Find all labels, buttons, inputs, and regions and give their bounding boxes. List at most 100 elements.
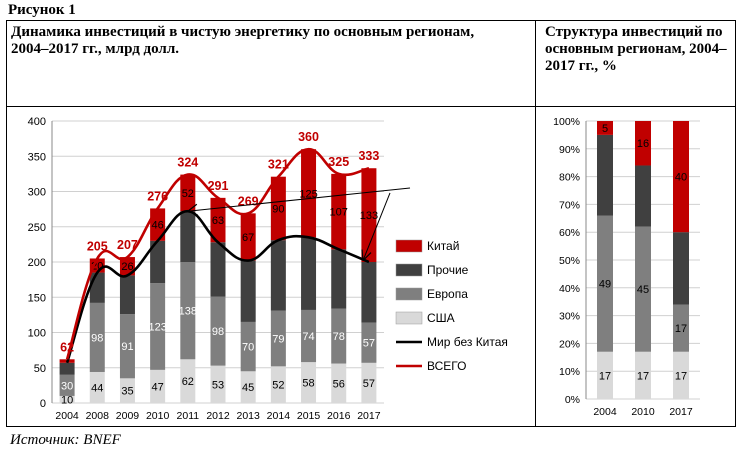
legend-label: Китай [427,239,459,253]
x-tick-label: 2009 [116,410,140,422]
bar-value-label: 62 [182,376,194,388]
trend-line [187,187,411,212]
share-bar-segment [673,232,689,305]
bar-segment [270,240,286,311]
share-bar-segment [597,134,613,216]
x-tick-label: 2017 [357,410,381,422]
source-note: Источник: BNEF [10,432,121,448]
share-value-label: 40 [675,172,687,184]
bar-segment [301,237,317,310]
bar-segment [180,211,196,262]
x-tick-label: 2004 [55,410,79,422]
x-tick-label: 2004 [593,406,617,418]
bar-segment [240,321,256,372]
legend-swatch [395,239,423,253]
bar-value-label: 79 [272,333,284,345]
share-value-label: 17 [599,370,611,382]
y-tick-label: 70% [559,199,580,211]
y-tick-label: 10% [559,366,580,378]
total-value-label: 321 [268,158,289,172]
total-value-label: 205 [87,239,108,253]
bar-value-label: 70 [242,342,254,354]
share-bar-segment [673,304,689,352]
bar-segment [361,362,377,403]
legend-label: Мир без Китая [427,335,508,349]
x-tick-label: 2008 [86,410,110,422]
bar-value-label: 44 [91,382,103,394]
x-tick-label: 2016 [327,410,351,422]
bar-segment [119,314,135,379]
total-value-label: 269 [238,194,259,208]
bar-segment [180,174,196,212]
y-tick-label: 60% [559,227,580,239]
y-tick-label: 20% [559,338,580,350]
share-bar-segment [635,165,651,227]
bar-value-label: 133 [360,210,378,222]
bar-value-label: 45 [242,382,254,394]
y-tick-label: 80% [559,172,580,184]
y-tick-label: 90% [559,144,580,156]
bar-value-label: 74 [302,331,314,343]
share-bar-segment [597,121,613,135]
y-tick-label: 0 [40,398,46,410]
y-tick-label: 150 [28,292,46,304]
bar-segment [119,275,135,315]
figure-label: Рисунок 1 [8,2,76,18]
bar-value-label: 67 [242,232,254,244]
bar-value-label: 107 [330,207,348,219]
share-bar-segment [597,351,613,399]
bar-value-label: 123 [148,322,166,334]
share-chart-title: Структура инвестиций по основным региона… [545,24,727,74]
x-tick-label: 2015 [297,410,321,422]
share-value-label: 16 [637,138,649,150]
bar-value-label: 53 [212,379,224,391]
bar-segment [59,395,75,403]
bar-value-label: 57 [363,378,375,390]
bar-segment [240,371,256,403]
bar-value-label: 52 [272,380,284,392]
y-tick-label: 30% [559,311,580,323]
header-divider [7,106,735,107]
bar-segment [119,257,135,276]
bar-segment [180,359,196,403]
y-tick-label: 50% [559,255,580,267]
x-tick-label: 2010 [146,410,170,422]
bar-value-label: 57 [363,338,375,350]
share-value-label: 49 [599,279,611,291]
total-value-label: 207 [117,238,138,252]
figure-frame: Динамика инвестиций в чистую энергетику … [6,20,736,427]
bar-value-label: 91 [121,341,133,353]
bar-segment [331,249,347,309]
bar-value-label: 90 [272,203,284,215]
bar-value-label: 46 [152,220,164,232]
bar-value-label: 78 [333,331,345,343]
bar-segment [270,310,286,367]
share-value-label: 17 [675,323,687,335]
bar-value-label: 30 [61,380,73,392]
bar-segment [301,309,317,363]
x-tick-label: 2010 [631,406,655,418]
bar-value-label: 98 [212,326,224,338]
bar-value-label: 63 [212,215,224,227]
bar-segment [361,322,377,363]
series-line [65,209,370,364]
y-tick-label: 100 [28,328,46,340]
legend-swatch [395,263,423,277]
total-value-label: 360 [298,130,319,144]
legend-label: Европа [427,287,468,301]
share-bar-segment [597,215,613,352]
total-value-label: 291 [208,179,229,193]
bar-segment [59,362,75,375]
bar-segment [361,262,377,323]
legend-label: ВСЕГО [427,359,466,373]
x-tick-label: 2013 [237,410,261,422]
total-value-label: 276 [147,189,168,203]
bar-segment [270,176,286,241]
bar-segment [210,365,226,403]
bar-segment [301,149,317,238]
share-bar-segment [673,351,689,399]
total-value-label: 62 [60,340,74,354]
bar-segment [89,302,105,372]
legend-label: США [427,311,455,325]
